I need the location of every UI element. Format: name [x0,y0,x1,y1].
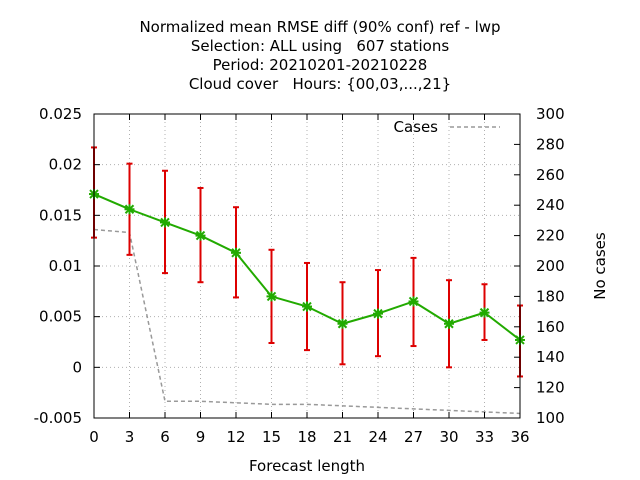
x-tick-label: 24 [368,428,387,446]
y2-axis-label: No cases [591,232,609,300]
cases-series [93,228,521,415]
x-tick-label: 3 [125,428,135,446]
y-tick-label: 0.015 [39,206,82,224]
data-point [231,247,241,258]
x-tick-label: 6 [160,428,170,446]
x-axis: 0 3 6 9 12 15 18 21 24 27 30 33 36 [89,114,530,446]
title-line-4: Cloud cover Hours: {00,03,...,21} [188,75,452,93]
title-line-2: Selection: ALL using 607 stations [190,37,450,55]
y-axis-left: -0.005 0 0.005 0.01 0.015 0.02 0.025 [34,105,100,427]
error-bars [91,146,523,378]
y2-tick-label: 180 [536,287,565,305]
cases-line [93,228,521,415]
data-point [124,204,135,215]
x-tick-label: 0 [89,428,99,446]
legend: Cases [393,118,500,136]
x-tick-label: 36 [510,428,529,446]
title-line-1: Normalized mean RMSE diff (90% conf) ref… [139,18,501,36]
y-tick-label: -0.005 [34,409,82,427]
data-point [479,307,490,318]
x-tick-label: 9 [196,428,206,446]
x-tick-label: 21 [333,428,352,446]
legend-label-cases: Cases [393,118,438,136]
data-point [444,318,454,329]
y2-tick-label: 280 [536,135,565,153]
y2-tick-label: 140 [536,348,565,366]
y2-tick-label: 160 [536,318,565,336]
x-tick-label: 12 [226,428,245,446]
y2-tick-label: 220 [536,227,565,245]
data-point [373,308,383,319]
x-tick-label: 18 [297,428,316,446]
x-tick-label: 27 [404,428,423,446]
y-axis-right: 100 120 140 160 180 200 220 240 260 280 300 [514,105,565,427]
y-tick-label: 0.02 [49,156,82,174]
x-tick-label: 33 [475,428,494,446]
data-point [408,296,419,307]
y-tick-label: 0.025 [39,105,82,123]
x-tick-label: 30 [439,428,458,446]
data-point [266,291,277,302]
data-point [302,301,312,312]
y-tick-label: 0.005 [39,308,82,326]
rmse-diff-series [89,189,525,345]
y2-tick-label: 260 [536,166,565,184]
y2-tick-label: 100 [536,409,565,427]
title-line-3: Period: 20210201-20210228 [212,56,428,74]
y2-tick-label: 300 [536,105,565,123]
data-point [160,217,170,228]
data-point [337,318,348,329]
y-tick-label: 0.01 [49,257,82,275]
data-point [195,230,206,241]
y2-tick-label: 120 [536,379,565,397]
x-axis-label: Forecast length [249,457,365,475]
x-tick-label: 15 [262,428,281,446]
y-tick-label: 0 [72,358,82,376]
y2-tick-label: 200 [536,257,565,275]
y2-tick-label: 240 [536,196,565,214]
